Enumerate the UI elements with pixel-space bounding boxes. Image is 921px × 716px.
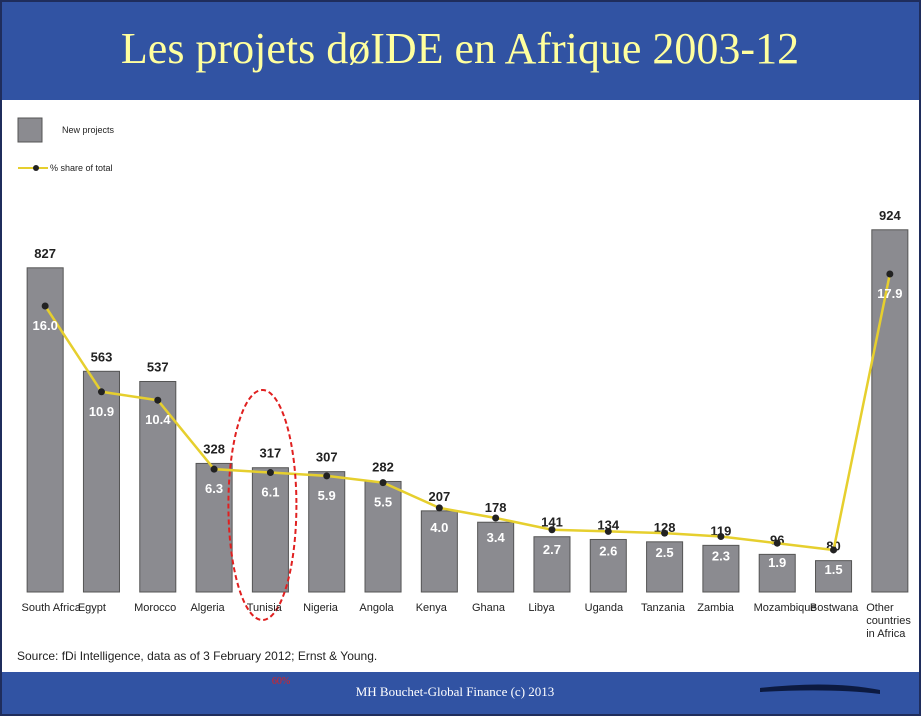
x-tick-label: Kenya — [415, 602, 447, 614]
x-tick-label: Zambia — [697, 602, 734, 614]
bar — [758, 553, 796, 593]
bar — [702, 544, 740, 593]
line-point — [379, 479, 387, 487]
line-value-label: 5.9 — [318, 488, 336, 503]
bar-value-label: 317 — [260, 446, 282, 461]
x-tick-label: Tanzania — [640, 602, 685, 614]
line-value-label: 2.3 — [712, 548, 730, 563]
highlight-ring — [227, 389, 298, 621]
bar-value-label: 141 — [541, 515, 563, 530]
bar-value-label: 307 — [316, 450, 338, 465]
line-point — [886, 270, 894, 278]
x-tick-label: Angola — [359, 602, 394, 614]
x-tick-label: Bostwana — [809, 602, 859, 614]
line-value-label: 1.5 — [824, 562, 842, 577]
swoosh — [760, 684, 880, 694]
bar — [364, 480, 402, 593]
source: Source: fDi Intelligence, data as of 3 F… — [17, 649, 377, 663]
bar-value-label: 119 — [710, 523, 731, 538]
legend-label: New projects — [62, 125, 115, 135]
bar — [195, 462, 233, 593]
bar-value-label: 537 — [147, 359, 169, 374]
line-point — [717, 532, 725, 540]
line-value-label: 16.0 — [33, 318, 58, 333]
legend-dot — [33, 165, 39, 171]
bar — [26, 267, 64, 593]
line-value-label: 4.0 — [430, 520, 448, 535]
line-value-label: 17.9 — [877, 286, 902, 301]
legend-swatch — [17, 117, 43, 143]
bar-value-label: 563 — [91, 349, 113, 364]
bar-value-label: 128 — [654, 520, 676, 535]
bar-value-label: 178 — [485, 500, 507, 515]
x-tick-label: Uganda — [584, 602, 624, 614]
line-point — [210, 465, 218, 473]
x-tick-label: Egypt — [77, 602, 106, 614]
bar-value-label: 207 — [428, 489, 450, 504]
line-value-label: 1.9 — [768, 555, 786, 570]
bar — [82, 370, 120, 593]
legend-label: % share of total — [50, 163, 113, 173]
bar — [420, 510, 458, 593]
footer: MH Bouchet-Global Finance (c) 2013 — [356, 684, 555, 699]
line-value-label: 6.3 — [205, 481, 223, 496]
line-value-label: 10.9 — [89, 404, 114, 419]
line-point — [492, 514, 500, 522]
line-value-label: 6.1 — [261, 485, 279, 500]
title: Les projets døIDE en Afrique 2003-12 — [121, 24, 799, 73]
line-point — [435, 504, 443, 512]
bar — [815, 560, 853, 593]
line-point — [266, 469, 274, 477]
bar — [308, 471, 346, 593]
line-point — [41, 302, 49, 310]
line-value-label: 10.4 — [145, 412, 171, 427]
line-point — [830, 546, 838, 554]
x-tick-label: Other countries in Africa — [866, 602, 911, 640]
bar — [589, 538, 627, 593]
line-point — [604, 527, 612, 535]
title-bar — [2, 2, 919, 100]
line-point — [548, 526, 556, 534]
bar — [251, 467, 289, 593]
x-tick-label: Nigeria — [303, 602, 338, 614]
line-value-label: 5.5 — [374, 495, 392, 510]
bar-value-label: 328 — [203, 441, 225, 456]
x-tick-label: Tunisia — [246, 602, 282, 614]
line — [44, 273, 892, 552]
line-value-label: 3.4 — [487, 530, 506, 545]
x-tick-label: Libya — [528, 602, 555, 614]
line-point — [154, 396, 162, 404]
bar — [646, 541, 684, 593]
line-value-label: 2.7 — [543, 542, 561, 557]
x-tick-label: Morocco — [134, 602, 177, 614]
bar-value-label: 134 — [597, 517, 619, 532]
line-point — [661, 529, 669, 537]
bar-value-label: 827 — [34, 246, 56, 261]
footer-bar — [2, 672, 919, 714]
bar — [477, 521, 515, 593]
bar-value-label: 924 — [879, 208, 901, 223]
x-tick-label: Algeria — [190, 602, 225, 614]
line-value-label: 2.5 — [656, 545, 674, 560]
line-point — [97, 388, 105, 396]
bar-value-label: 282 — [372, 459, 394, 474]
x-tick-label: South Africa — [21, 602, 81, 614]
line-point — [323, 472, 331, 480]
x-tick-label: Ghana — [472, 602, 506, 614]
line-value-label: 2.6 — [599, 543, 617, 558]
x-tick-label: Mozambique — [753, 602, 817, 614]
annotation: 60% — [272, 676, 290, 687]
line-point — [773, 539, 781, 547]
bar — [871, 229, 909, 593]
bar — [533, 536, 571, 593]
